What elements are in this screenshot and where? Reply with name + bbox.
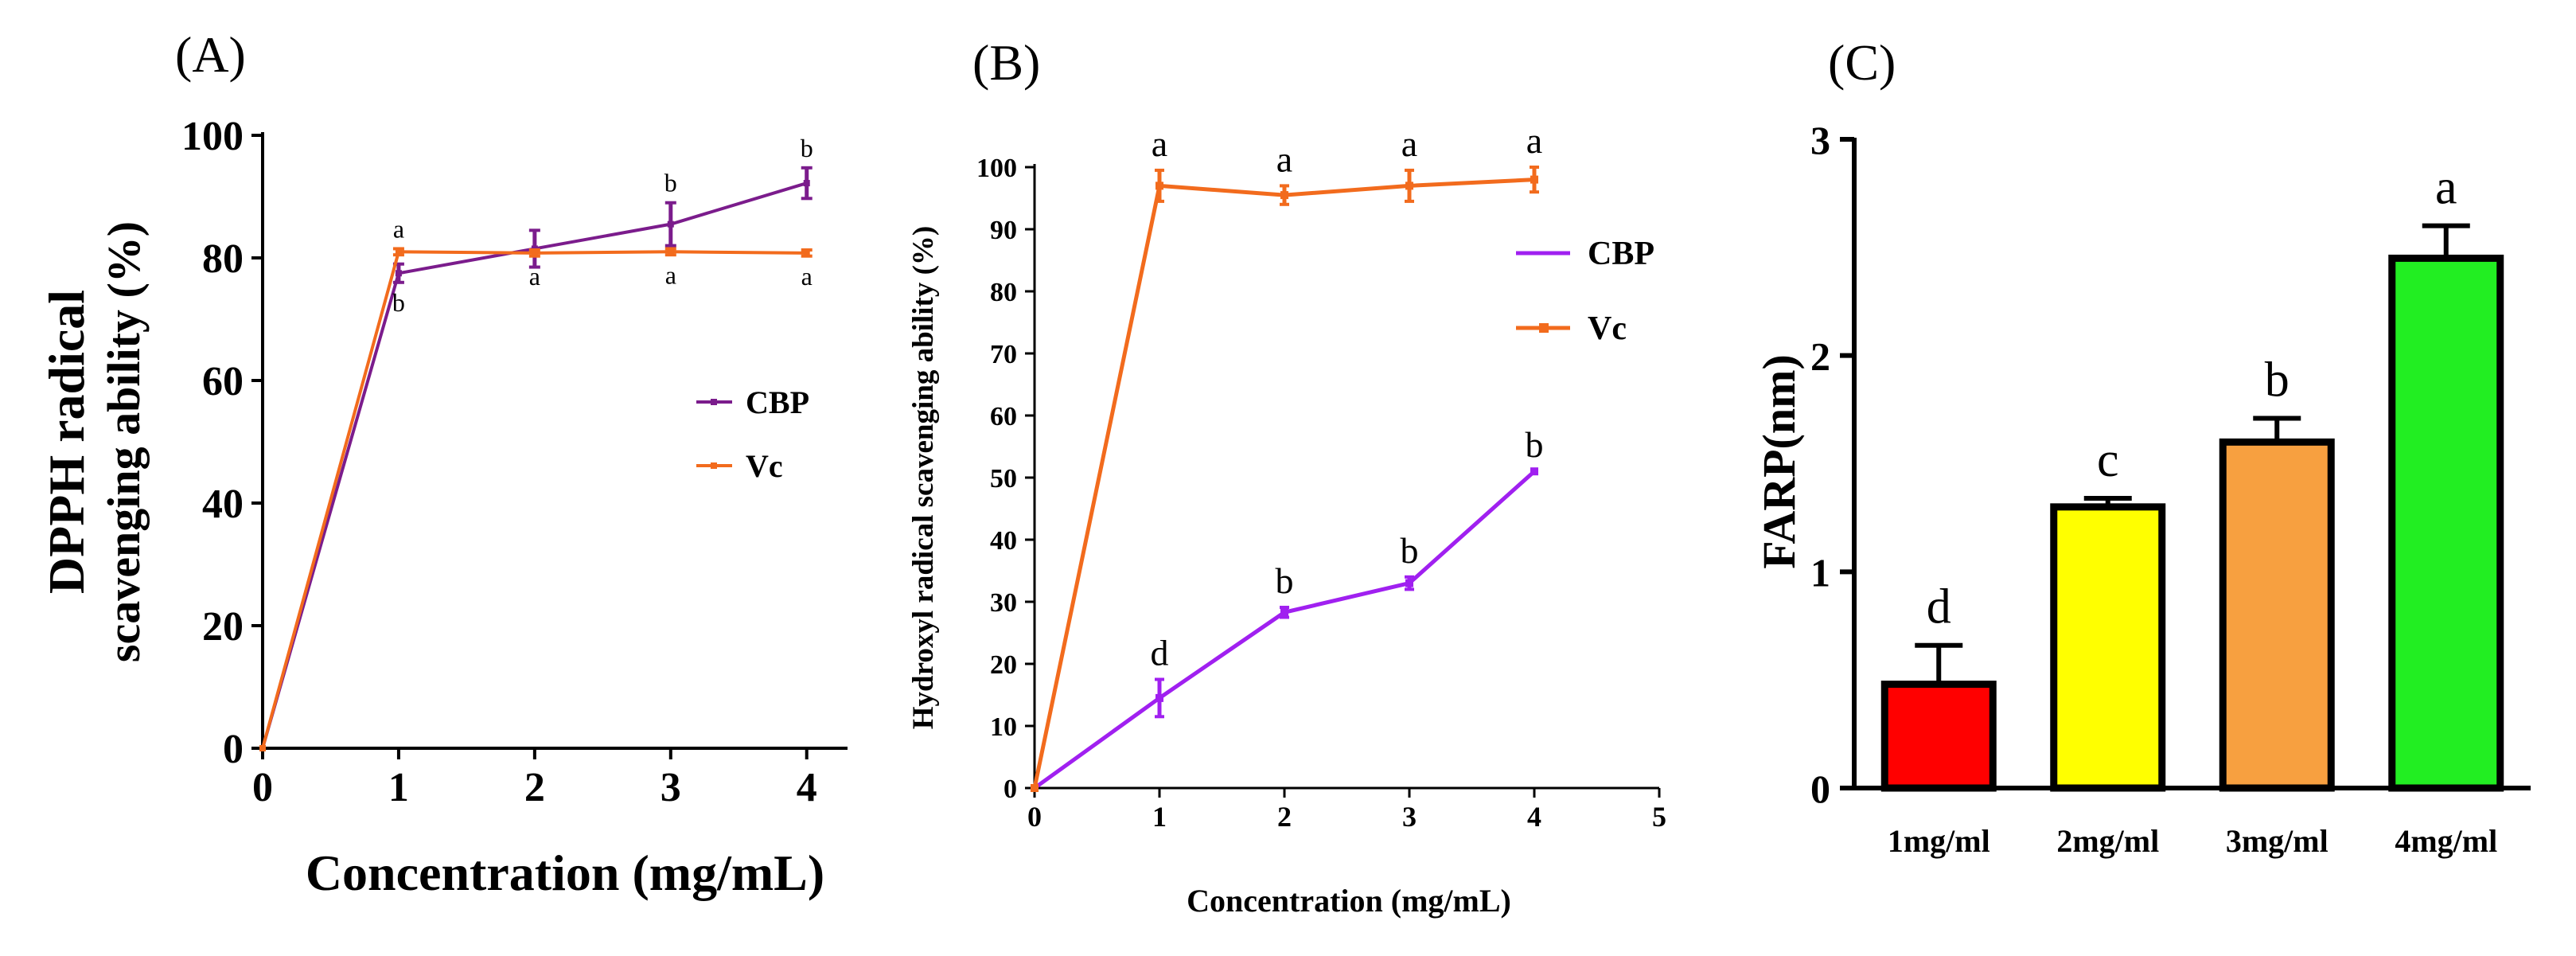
data-point-cbp [1155,693,1163,702]
significance-label: b [392,288,405,317]
significance-label: b [1526,424,1544,465]
y-tick-label: 20 [202,604,244,650]
y-tick-label: 90 [990,216,1017,245]
data-point-vc [1280,191,1288,200]
significance-label: a [801,262,813,291]
x-tick-label: 5 [1652,801,1666,833]
data-point-cbp [667,220,674,228]
y-axis-title: Hydroxyl radical scavenging ability (%) [907,226,940,729]
chart-a: 0 20 40 60 80 100 0 1 2 3 4 b b b a a a a CBP Vc Concentrati… [38,114,848,901]
y-tick-label: 0 [223,727,244,772]
legend-label-vc: Vc [1588,310,1627,347]
significance-label: a [665,261,676,290]
significance-label: b [664,169,677,197]
significance-label: a [2435,161,2457,215]
significance-label: b [1276,560,1294,601]
x-axis-title: Concentration (mg/mL) [1187,883,1511,919]
legend-label-cbp: CBP [1588,236,1654,272]
y-tick-label: 70 [990,340,1017,369]
bar [2219,438,2335,792]
x-tick-label: 1 [388,765,409,810]
y-tick-label: 20 [990,650,1017,680]
x-tick-label: 0 [1027,801,1042,833]
data-point-vc [1031,784,1039,792]
significance-label: a [393,214,404,243]
data-point-vc [1405,181,1413,190]
legend-marker-cbp [711,399,717,405]
y-tick-label: 40 [202,482,244,527]
significance-label: b [1401,530,1419,571]
y-tick-label: 30 [990,588,1017,618]
y-tick-label: 50 [990,464,1017,494]
y-tick-label: 0 [1004,775,1017,804]
x-axis-title: Concentration (mg/mL) [306,845,824,901]
x-tick-label: 0 [252,765,273,810]
data-point-cbp [1280,608,1288,617]
y-tick-label: 2 [1810,334,1830,379]
y-axis-title: scavenging ability (%) [98,221,150,662]
y-tick-label: 40 [990,526,1017,556]
y-axis-title: FARP(nm) [1753,354,1805,569]
x-tick-label: 1 [1152,801,1167,833]
x-tick-label: 4 [1527,801,1541,833]
x-tick-label: 2 [524,765,545,810]
y-tick-label: 10 [990,712,1017,742]
x-tick-label: 3mg/ml [2226,823,2329,859]
x-tick-label: 2mg/ml [2056,823,2159,859]
data-point-vc [395,248,402,256]
series-line-vc [1032,178,1535,789]
y-tick-label: 0 [1810,767,1830,811]
x-tick-label: 2 [1277,801,1292,833]
x-tick-label: 4 [797,765,817,810]
x-tick-label: 4mg/ml [2395,823,2497,859]
x-tick-label: 3 [1402,801,1417,833]
y-tick-label: 3 [1810,118,1830,162]
significance-label: a [529,262,540,291]
data-point-cbp [395,270,402,277]
significance-label: b [2265,353,2290,407]
x-tick-label: 3 [661,765,681,810]
chart-c: 0 1 2 3 d 1mg/ml c 2mg/ml b 3mg/ml a 4mg/ml FARP(nm) [1753,118,2531,859]
bar [2388,254,2504,792]
significance-label: a [1526,120,1542,161]
y-axis-title: DPPH radical [38,290,95,594]
significance-label: d [1151,633,1169,673]
data-point-vc [1530,175,1538,184]
panel-label-b: (B) [972,34,1040,91]
significance-label: a [1401,123,1417,164]
bar [1880,681,1997,792]
significance-label: c [2097,433,2119,487]
data-point-vc [259,745,266,751]
data-point-vc [803,249,810,256]
significance-label: a [1276,139,1292,179]
series-line-vc [261,250,807,749]
legend-marker-vc [1539,323,1549,333]
bar [2050,503,2166,792]
y-tick-label: 80 [202,236,244,282]
data-point-cbp [803,180,810,187]
significance-label: b [801,134,813,162]
y-tick-label: 100 [181,114,244,159]
significance-label: a [1152,123,1167,164]
panel-label-c: (C) [1828,34,1896,91]
significance-label: d [1927,580,1951,634]
chart-b: 0 10 20 30 40 50 60 70 80 90 100 0 1 2 3 4 5 d b b b a a a a CBP V… [907,120,1666,919]
y-tick-label: 60 [202,359,244,404]
x-tick-label: 1mg/ml [1888,823,1990,859]
data-point-vc [531,249,538,256]
legend-label-vc: Vc [746,448,783,484]
y-tick-label: 80 [990,278,1017,307]
y-tick-label: 60 [990,402,1017,431]
data-point-cbp [1405,579,1413,587]
y-tick-label: 1 [1810,550,1830,595]
legend-marker-vc [711,462,717,469]
panel-label-a: (A) [175,26,246,83]
data-point-vc [667,248,674,256]
series-line-cbp [1033,470,1536,790]
data-point-vc [1155,181,1163,190]
y-tick-label: 100 [976,154,1017,183]
data-point-cbp [1530,467,1538,476]
legend-label-cbp: CBP [746,384,809,420]
